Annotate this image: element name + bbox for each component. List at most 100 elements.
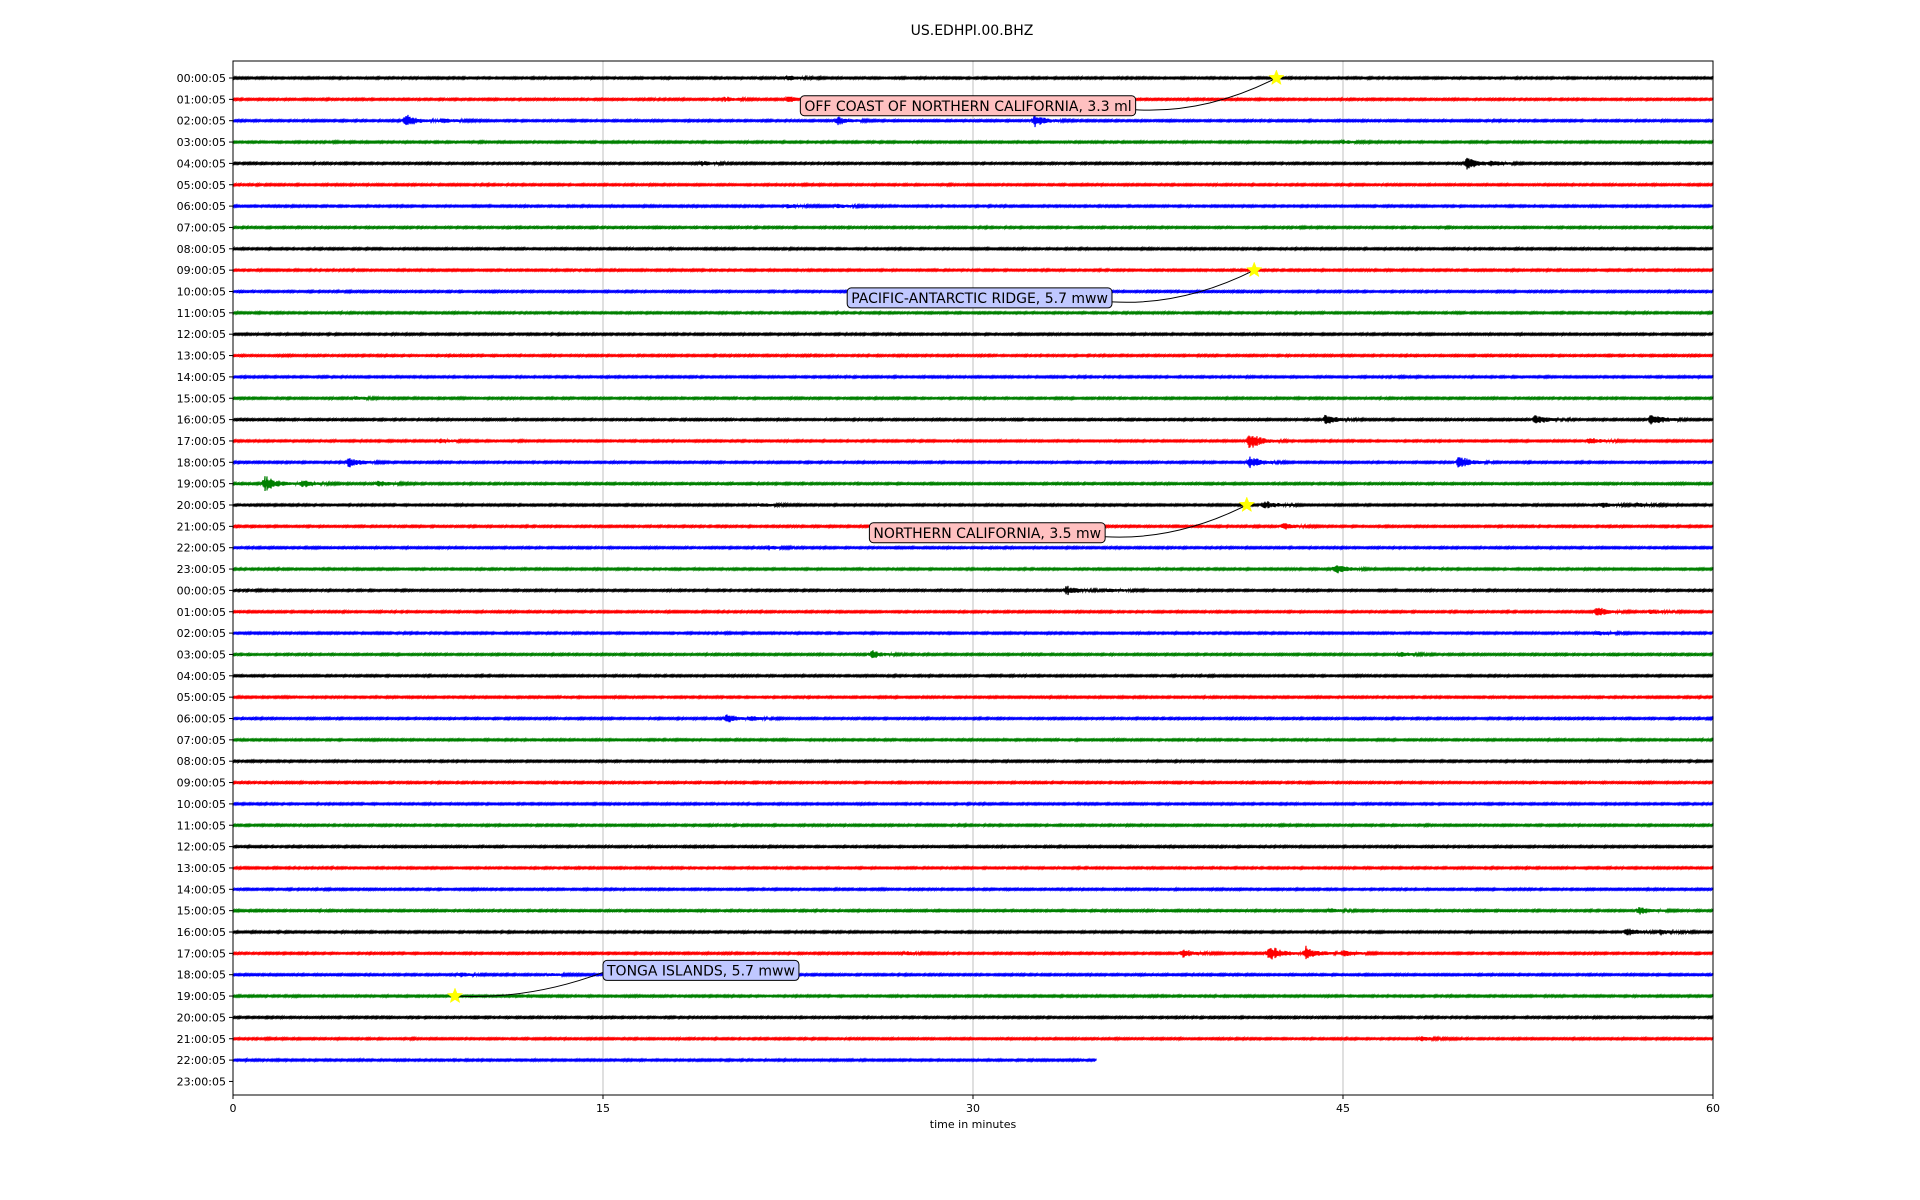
trace-12:00:05 (232, 843, 1714, 850)
x-tick-label: 30 (966, 1102, 980, 1115)
y-tick-label: 11:00:05 (177, 819, 226, 832)
chart-title: US.EDHPI.00.BHZ (911, 23, 1034, 39)
x-tick-label: 60 (1706, 1102, 1720, 1115)
y-tick-label: 03:00:05 (177, 136, 226, 149)
annotation: NORTHERN CALIFORNIA, 3.5 mw (868, 522, 1106, 544)
x-tick-label: 15 (596, 1102, 610, 1115)
y-tick-label: 19:00:05 (177, 990, 226, 1003)
event-star-marker (1268, 69, 1285, 86)
y-tick-label: 20:00:05 (177, 1011, 226, 1024)
trace-04:00:05 (232, 672, 1714, 679)
x-tick-labels: 0 15 30 45 60 (230, 1095, 1720, 1115)
trace-10:00:05 (232, 800, 1714, 808)
y-tick-label: 04:00:05 (177, 670, 226, 683)
y-tick-label: 10:00:05 (177, 798, 226, 811)
annotation-connector (1135, 77, 1277, 111)
y-tick-label: 21:00:05 (177, 1033, 226, 1046)
annotation: PACIFIC-ANTARCTIC RIDGE, 5.7 mww (846, 287, 1113, 309)
trace-03:00:05 (232, 650, 1714, 659)
trace-17:00:05 (232, 945, 1714, 960)
y-tick-label: 00:00:05 (177, 72, 226, 85)
trace-16:00:05 (232, 414, 1714, 425)
trace-13:00:05 (232, 864, 1714, 872)
x-axis-label: time in minutes (930, 1118, 1017, 1131)
y-tick-label: 23:00:05 (177, 1075, 226, 1088)
annotation-connector (454, 971, 604, 998)
annotation-box (868, 522, 1106, 544)
trace-14:00:05 (232, 886, 1714, 893)
event-star-marker (446, 987, 464, 1004)
y-tick-label: 16:00:05 (177, 414, 226, 427)
trace-19:00:05 (232, 476, 1714, 492)
y-tick-label: 00:00:05 (177, 584, 226, 597)
x-tick-label: 45 (1336, 1102, 1350, 1115)
event-star-marker (1245, 261, 1263, 278)
y-tick-label: 05:00:05 (177, 691, 226, 704)
trace-18:00:05 (232, 456, 1714, 469)
trace-09:00:05 (232, 267, 1714, 274)
trace-00:00:05 (232, 585, 1714, 596)
y-tick-label: 02:00:05 (177, 627, 226, 640)
trace-06:00:05 (232, 202, 1714, 210)
trace-08:00:05 (232, 245, 1714, 252)
y-tick-label: 17:00:05 (177, 435, 226, 448)
trace-04:00:05 (232, 157, 1714, 170)
y-tick-label: 14:00:05 (177, 883, 226, 896)
y-tick-label: 04:00:05 (177, 157, 226, 170)
y-tick-label: 18:00:05 (177, 969, 226, 982)
grid-lines (602, 61, 1344, 1095)
y-tick-label: 13:00:05 (177, 350, 226, 363)
trace-03:00:05 (232, 138, 1714, 146)
trace-06:00:05 (232, 714, 1714, 723)
y-tick-label: 01:00:05 (177, 606, 226, 619)
trace-02:00:05 (232, 114, 1714, 128)
y-tick-label: 09:00:05 (177, 777, 226, 790)
trace-01:00:05 (232, 607, 1714, 616)
annotation-label: PACIFIC-ANTARCTIC RIDGE, 5.7 mww (851, 291, 1108, 307)
y-tick-label: 07:00:05 (177, 221, 226, 234)
trace-20:00:05 (232, 1014, 1714, 1021)
y-tick-label: 23:00:05 (177, 563, 226, 576)
trace-08:00:05 (232, 758, 1714, 765)
y-tick-label: 22:00:05 (177, 1054, 226, 1067)
y-tick-label: 18:00:05 (177, 456, 226, 469)
annotation-box (799, 95, 1137, 117)
trace-00:00:05 (232, 74, 1714, 82)
trace-12:00:05 (232, 331, 1714, 338)
y-tick-label: 12:00:05 (177, 841, 226, 854)
trace-11:00:05 (232, 822, 1714, 829)
trace-15:00:05 (232, 395, 1714, 402)
trace-11:00:05 (232, 309, 1714, 316)
y-tick-label: 11:00:05 (177, 307, 226, 320)
y-tick-label: 01:00:05 (177, 93, 226, 106)
trace-05:00:05 (232, 181, 1714, 188)
event-annotations: OFF COAST OF NORTHERN CALIFORNIA, 3.3 ml… (446, 69, 1285, 1004)
trace-07:00:05 (232, 224, 1714, 231)
y-tick-label: 10:00:05 (177, 286, 226, 299)
trace-14:00:05 (232, 373, 1714, 381)
y-tick-label: 20:00:05 (177, 499, 226, 512)
y-tick-label: 17:00:05 (177, 947, 226, 960)
annotation-box (846, 287, 1113, 309)
y-tick-label: 21:00:05 (177, 520, 226, 533)
y-tick-label: 02:00:05 (177, 115, 226, 128)
annotation-connector (1105, 504, 1248, 538)
trace-21:00:05 (232, 1035, 1714, 1043)
trace-05:00:05 (232, 694, 1714, 701)
y-tick-label: 15:00:05 (177, 905, 226, 918)
y-tick-labels: 00:00:05 01:00:05 02:00:05 03:00:05 04:00:05… (177, 72, 233, 1088)
event-star-marker (1238, 496, 1256, 513)
y-tick-label: 03:00:05 (177, 648, 226, 661)
trace-22:00:05 (232, 544, 1714, 552)
y-tick-label: 12:00:05 (177, 328, 226, 341)
trace-17:00:05 (232, 435, 1714, 448)
x-tick-label: 0 (230, 1102, 237, 1115)
y-tick-label: 06:00:05 (177, 200, 226, 213)
y-tick-label: 07:00:05 (177, 734, 226, 747)
trace-09:00:05 (232, 779, 1714, 786)
y-tick-label: 08:00:05 (177, 755, 226, 768)
y-tick-label: 16:00:05 (177, 926, 226, 939)
annotation-connector (1111, 269, 1255, 303)
annotation-label: NORTHERN CALIFORNIA, 3.5 mw (873, 526, 1101, 542)
